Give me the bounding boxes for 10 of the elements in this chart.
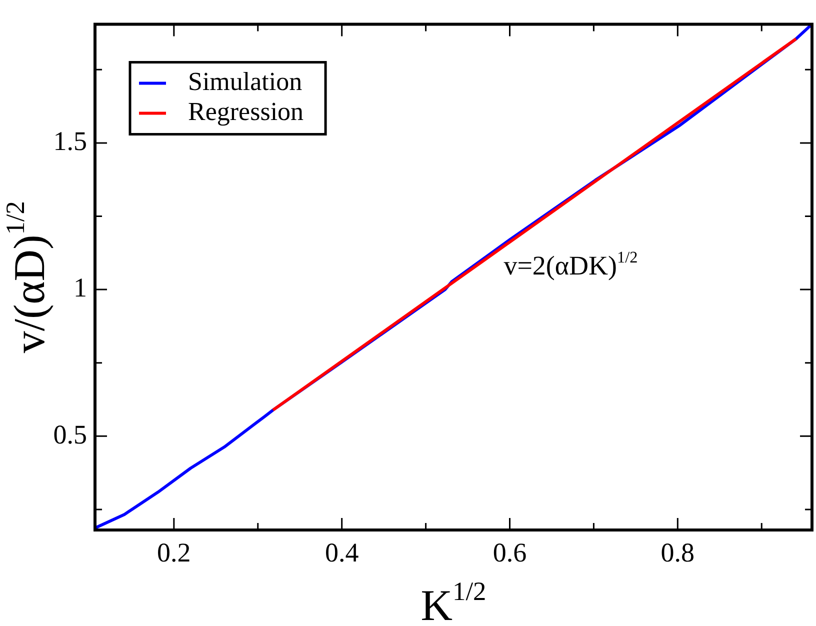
y-tick-label: 1 <box>74 272 87 303</box>
y-axis-title: v/(αD)1/2 <box>0 201 54 354</box>
legend-label: Simulation <box>188 67 302 96</box>
x-tick-label: 0.4 <box>324 537 360 568</box>
x-tick-label: 0.8 <box>660 537 695 568</box>
y-tick-label: 0.5 <box>53 419 87 450</box>
legend-label: Regression <box>188 97 304 126</box>
y-tick-label: 1.5 <box>53 126 87 156</box>
x-tick-label: 0.2 <box>157 537 191 568</box>
x-tick-label: 0.6 <box>492 537 527 568</box>
